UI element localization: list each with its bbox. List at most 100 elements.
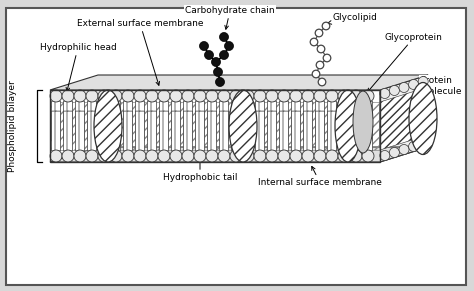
FancyBboxPatch shape xyxy=(67,111,73,151)
Circle shape xyxy=(170,150,182,162)
FancyBboxPatch shape xyxy=(91,111,97,151)
FancyBboxPatch shape xyxy=(187,101,192,141)
FancyBboxPatch shape xyxy=(295,111,301,151)
Circle shape xyxy=(134,150,146,162)
Circle shape xyxy=(218,90,230,102)
FancyBboxPatch shape xyxy=(123,101,129,141)
FancyBboxPatch shape xyxy=(339,111,345,151)
Circle shape xyxy=(302,90,314,102)
FancyBboxPatch shape xyxy=(315,101,321,141)
FancyBboxPatch shape xyxy=(159,101,165,141)
FancyBboxPatch shape xyxy=(151,101,156,141)
Polygon shape xyxy=(50,147,428,162)
Bar xyxy=(50,102,380,150)
Circle shape xyxy=(74,150,86,162)
Circle shape xyxy=(326,90,338,102)
Circle shape xyxy=(317,45,325,53)
FancyBboxPatch shape xyxy=(355,101,361,141)
FancyBboxPatch shape xyxy=(147,111,153,151)
FancyBboxPatch shape xyxy=(199,111,205,151)
Circle shape xyxy=(204,51,213,59)
FancyBboxPatch shape xyxy=(283,101,289,141)
FancyBboxPatch shape xyxy=(115,101,120,141)
FancyBboxPatch shape xyxy=(211,111,217,151)
Circle shape xyxy=(318,78,326,86)
Circle shape xyxy=(194,90,206,102)
Circle shape xyxy=(362,90,374,102)
Circle shape xyxy=(122,150,134,162)
Ellipse shape xyxy=(409,83,437,155)
Circle shape xyxy=(350,150,362,162)
Circle shape xyxy=(290,150,302,162)
FancyBboxPatch shape xyxy=(328,101,333,141)
Circle shape xyxy=(266,90,278,102)
Circle shape xyxy=(62,150,74,162)
Bar xyxy=(50,102,380,150)
FancyBboxPatch shape xyxy=(159,111,165,151)
Circle shape xyxy=(50,150,62,162)
FancyBboxPatch shape xyxy=(307,111,312,151)
FancyBboxPatch shape xyxy=(351,111,357,151)
FancyBboxPatch shape xyxy=(267,111,273,151)
FancyBboxPatch shape xyxy=(235,101,241,141)
Circle shape xyxy=(230,150,242,162)
Circle shape xyxy=(74,90,86,102)
Text: External surface membrane: External surface membrane xyxy=(77,19,203,85)
FancyBboxPatch shape xyxy=(123,111,129,151)
FancyBboxPatch shape xyxy=(328,111,333,151)
Circle shape xyxy=(219,51,228,59)
Circle shape xyxy=(146,90,158,102)
Circle shape xyxy=(110,150,122,162)
FancyBboxPatch shape xyxy=(223,111,228,151)
FancyBboxPatch shape xyxy=(295,101,301,141)
Circle shape xyxy=(146,150,158,162)
FancyBboxPatch shape xyxy=(343,101,348,141)
FancyBboxPatch shape xyxy=(51,111,57,151)
FancyBboxPatch shape xyxy=(55,111,61,151)
FancyBboxPatch shape xyxy=(163,111,169,151)
Polygon shape xyxy=(50,75,428,90)
Circle shape xyxy=(216,77,225,86)
FancyBboxPatch shape xyxy=(195,111,201,151)
FancyBboxPatch shape xyxy=(343,111,348,151)
FancyBboxPatch shape xyxy=(6,8,466,285)
FancyBboxPatch shape xyxy=(283,111,289,151)
FancyBboxPatch shape xyxy=(364,101,369,141)
Circle shape xyxy=(418,77,428,86)
FancyBboxPatch shape xyxy=(183,111,189,151)
FancyBboxPatch shape xyxy=(75,111,81,151)
Circle shape xyxy=(62,90,74,102)
Circle shape xyxy=(338,90,350,102)
Circle shape xyxy=(225,42,234,51)
FancyBboxPatch shape xyxy=(331,111,337,151)
FancyBboxPatch shape xyxy=(103,101,109,141)
Circle shape xyxy=(316,61,324,69)
FancyBboxPatch shape xyxy=(208,111,213,151)
Text: Carbohydrate chain: Carbohydrate chain xyxy=(185,6,275,29)
FancyBboxPatch shape xyxy=(367,101,373,141)
FancyBboxPatch shape xyxy=(64,101,69,141)
FancyBboxPatch shape xyxy=(87,101,93,141)
FancyBboxPatch shape xyxy=(367,111,373,151)
FancyBboxPatch shape xyxy=(151,111,156,151)
Circle shape xyxy=(242,150,254,162)
FancyBboxPatch shape xyxy=(175,101,181,141)
FancyBboxPatch shape xyxy=(351,101,357,141)
Circle shape xyxy=(110,90,122,102)
Circle shape xyxy=(158,90,170,102)
FancyBboxPatch shape xyxy=(307,101,312,141)
Circle shape xyxy=(399,145,409,155)
Circle shape xyxy=(206,90,218,102)
Circle shape xyxy=(390,86,400,95)
Circle shape xyxy=(338,150,350,162)
Circle shape xyxy=(194,150,206,162)
FancyBboxPatch shape xyxy=(219,101,225,141)
Circle shape xyxy=(98,90,110,102)
Circle shape xyxy=(134,90,146,102)
Circle shape xyxy=(326,150,338,162)
Text: Glycoprotein: Glycoprotein xyxy=(367,33,443,92)
Circle shape xyxy=(399,83,409,93)
FancyBboxPatch shape xyxy=(111,101,117,141)
Circle shape xyxy=(418,139,428,148)
FancyBboxPatch shape xyxy=(247,111,253,151)
